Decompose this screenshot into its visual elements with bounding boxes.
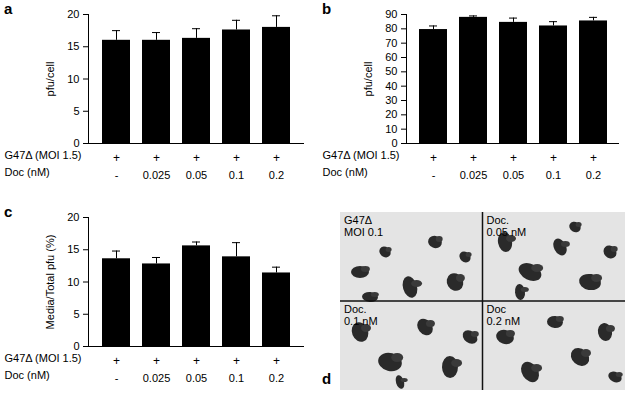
svg-text:+: + [233, 354, 240, 368]
svg-text:5: 5 [73, 308, 79, 320]
svg-text:0.1: 0.1 [229, 169, 244, 181]
svg-text:10: 10 [385, 123, 397, 135]
svg-text:+: + [470, 151, 477, 165]
svg-text:15: 15 [67, 40, 79, 52]
svg-text:Doc: Doc [487, 303, 507, 315]
svg-text:Doc (nM): Doc (nM) [5, 369, 50, 381]
svg-text:Media/Total pfu (%): Media/Total pfu (%) [44, 235, 56, 330]
svg-text:G47Δ (MOI 1.5): G47Δ (MOI 1.5) [5, 352, 82, 364]
svg-text:-: - [115, 169, 119, 181]
svg-text:0: 0 [391, 137, 397, 149]
svg-text:20: 20 [67, 211, 79, 223]
svg-text:70: 70 [385, 37, 397, 49]
svg-text:+: + [113, 354, 120, 368]
svg-text:0.2 nM: 0.2 nM [487, 315, 521, 327]
html-text:d: d [322, 370, 332, 387]
svg-text:0.2: 0.2 [586, 169, 601, 181]
svg-text:-: - [115, 372, 119, 384]
svg-text:0.05: 0.05 [186, 372, 207, 384]
svg-text:50: 50 [385, 65, 397, 77]
svg-text:10: 10 [67, 276, 79, 288]
svg-text:0.2: 0.2 [269, 169, 284, 181]
svg-text:+: + [273, 151, 280, 165]
svg-text:G47Δ: G47Δ [344, 214, 373, 226]
svg-text:Doc.: Doc. [344, 303, 367, 315]
html-text:b: b [322, 0, 332, 17]
svg-text:G47Δ (MOI 1.5): G47Δ (MOI 1.5) [323, 149, 400, 161]
svg-text:0: 0 [73, 137, 79, 149]
svg-text:20: 20 [385, 108, 397, 120]
svg-text:0.2: 0.2 [269, 372, 284, 384]
svg-text:0.1: 0.1 [546, 169, 561, 181]
svg-text:pfu/cell: pfu/cell [44, 62, 56, 97]
svg-text:40: 40 [385, 80, 397, 92]
svg-text:MOI 0.1: MOI 0.1 [344, 226, 383, 238]
svg-text:+: + [193, 151, 200, 165]
svg-text:20: 20 [67, 8, 79, 20]
svg-text:-: - [432, 169, 436, 181]
svg-text:30: 30 [385, 94, 397, 106]
svg-text:15: 15 [67, 243, 79, 255]
svg-text:0.025: 0.025 [460, 169, 488, 181]
svg-text:G47Δ (MOI 1.5): G47Δ (MOI 1.5) [5, 149, 82, 161]
svg-text:+: + [233, 151, 240, 165]
svg-text:0: 0 [73, 340, 79, 352]
html-text:a: a [4, 0, 13, 17]
svg-text:+: + [153, 151, 160, 165]
svg-text:+: + [550, 151, 557, 165]
svg-text:+: + [113, 151, 120, 165]
svg-text:+: + [193, 354, 200, 368]
svg-text:0.025: 0.025 [143, 372, 171, 384]
svg-text:60: 60 [385, 51, 397, 63]
svg-text:+: + [430, 151, 437, 165]
svg-text:0.1 nM: 0.1 nM [344, 315, 378, 327]
svg-text:0.05 nM: 0.05 nM [487, 226, 527, 238]
svg-text:0.05: 0.05 [186, 169, 207, 181]
svg-text:0.05: 0.05 [503, 169, 524, 181]
html-text:c: c [4, 203, 13, 220]
svg-text:5: 5 [73, 105, 79, 117]
svg-text:0.025: 0.025 [143, 169, 171, 181]
svg-text:+: + [273, 354, 280, 368]
svg-text:Doc.: Doc. [487, 214, 510, 226]
svg-text:0.1: 0.1 [229, 372, 244, 384]
svg-text:pfu/cell: pfu/cell [362, 62, 374, 97]
svg-text:80: 80 [385, 22, 397, 34]
svg-text:Doc (nM): Doc (nM) [5, 166, 50, 178]
svg-text:+: + [153, 354, 160, 368]
svg-text:Doc (nM): Doc (nM) [323, 166, 368, 178]
svg-text:+: + [590, 151, 597, 165]
svg-text:+: + [510, 151, 517, 165]
svg-text:90: 90 [385, 8, 397, 20]
svg-text:10: 10 [67, 73, 79, 85]
